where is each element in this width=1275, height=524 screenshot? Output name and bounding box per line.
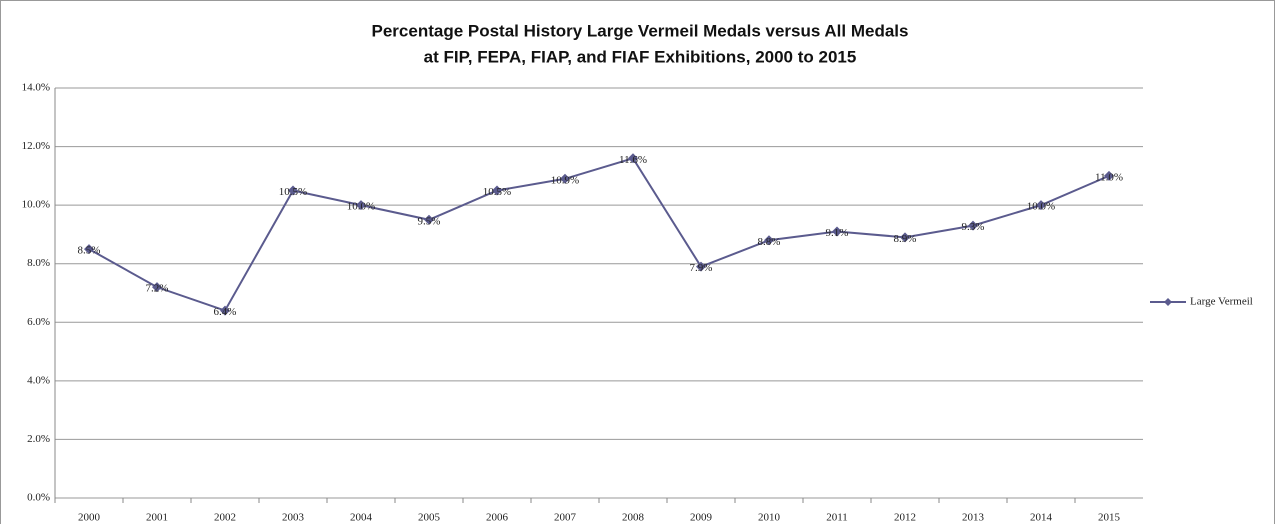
data-label: 8.5% — [78, 245, 101, 257]
data-point — [220, 305, 230, 316]
y-tick-label: 4.0% — [27, 374, 50, 386]
y-tick-label: 8.0% — [27, 257, 50, 269]
data-label: 10.9% — [551, 174, 579, 186]
data-point — [356, 200, 366, 211]
data-point — [1104, 170, 1114, 181]
data-point — [968, 220, 978, 231]
x-tick-label: 2002 — [214, 512, 236, 524]
x-tick-label: 2000 — [78, 512, 101, 524]
data-label: 7.2% — [146, 283, 169, 295]
data-point — [288, 185, 298, 196]
data-point — [560, 173, 570, 184]
x-tick-label: 2010 — [758, 512, 781, 524]
y-tick-label: 14.0% — [22, 82, 50, 94]
x-tick-label: 2007 — [554, 512, 577, 524]
data-point — [764, 235, 774, 246]
data-point — [492, 185, 502, 196]
data-point — [1036, 200, 1046, 211]
data-point — [900, 232, 910, 243]
data-point — [152, 282, 162, 293]
data-label: 9.5% — [418, 215, 441, 227]
x-tick-label: 2014 — [1030, 512, 1053, 524]
x-tick-label: 2015 — [1098, 512, 1121, 524]
data-point — [84, 244, 94, 255]
x-tick-label: 2009 — [690, 512, 713, 524]
data-label: 9.3% — [962, 221, 985, 233]
y-tick-label: 6.0% — [27, 316, 50, 328]
data-point — [628, 153, 638, 164]
x-tick-label: 2004 — [350, 512, 373, 524]
data-label: 7.9% — [690, 262, 713, 274]
data-label: 11.0% — [1095, 171, 1123, 183]
data-label: 10.0% — [1027, 201, 1055, 213]
data-label: 9.1% — [826, 227, 849, 239]
x-tick-label: 2008 — [622, 512, 645, 524]
x-tick-label: 2013 — [962, 512, 985, 524]
y-tick-label: 2.0% — [27, 433, 50, 445]
data-label: 8.8% — [758, 236, 781, 248]
chart-title: Percentage Postal History Large Vermeil … — [372, 21, 909, 40]
data-label: 10.5% — [483, 186, 511, 198]
data-label: 8.9% — [894, 233, 917, 245]
x-tick-label: 2006 — [486, 512, 509, 524]
y-tick-label: 0.0% — [27, 492, 50, 504]
x-tick-label: 2003 — [282, 512, 305, 524]
chart-title: at FIP, FEPA, FIAP, and FIAF Exhibitions… — [424, 47, 857, 66]
data-label: 10.5% — [279, 186, 307, 198]
data-point — [832, 226, 842, 237]
x-tick-label: 2011 — [826, 512, 848, 524]
data-point — [696, 261, 706, 272]
y-tick-label: 12.0% — [22, 140, 50, 152]
legend-label: Large Vermeil — [1190, 296, 1253, 308]
legend-marker — [1164, 298, 1172, 306]
x-tick-label: 2001 — [146, 512, 168, 524]
data-point — [424, 214, 434, 225]
series-line — [88, 157, 1110, 312]
data-label: 11.6% — [619, 154, 647, 166]
x-tick-label: 2012 — [894, 512, 916, 524]
data-label: 6.4% — [214, 306, 237, 318]
data-label: 10.0% — [347, 201, 375, 213]
y-tick-label: 10.0% — [22, 199, 50, 211]
x-tick-label: 2005 — [418, 512, 441, 524]
